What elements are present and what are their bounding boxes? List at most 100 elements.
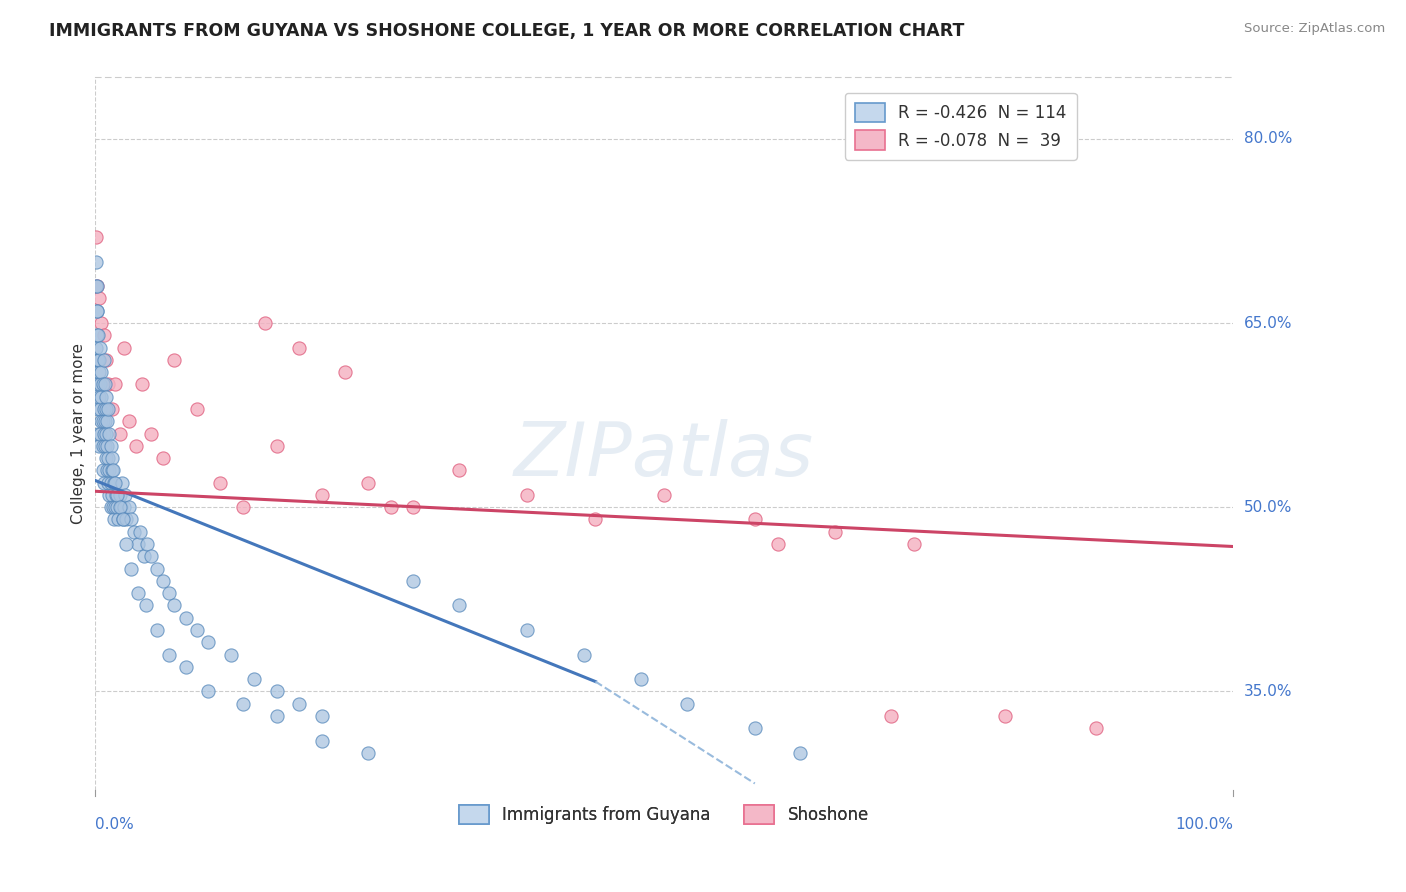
Point [100,500,122,515]
Point [89,426,111,441]
Point [880,709,903,723]
Point [94,401,117,416]
Point [174,611,197,625]
Point [311,488,333,502]
Point [94,439,117,453]
Point [266,439,288,453]
Point [97,451,120,466]
Point [84,254,107,268]
Point [89,341,111,355]
Point [98,426,121,441]
Point [243,672,266,686]
Point [744,721,766,735]
Point [135,599,157,613]
Point [84,377,107,392]
Point [197,684,219,698]
Point [100,488,122,502]
Text: 100.0%: 100.0% [1175,817,1233,832]
Point [91,377,114,392]
Point [357,746,380,760]
Text: ZIPatlas: ZIPatlas [513,419,814,491]
Point [103,475,125,490]
Point [136,537,159,551]
Point [675,697,697,711]
Point [86,303,108,318]
Text: IMMIGRANTS FROM GUYANA VS SHOSHONE COLLEGE, 1 YEAR OR MORE CORRELATION CHART: IMMIGRANTS FROM GUYANA VS SHOSHONE COLLE… [49,22,965,40]
Point [186,623,208,637]
Point [1085,721,1108,735]
Point [90,414,112,428]
Point [100,463,122,477]
Point [157,648,180,662]
Point [104,377,127,392]
Point [104,500,127,515]
Text: Source: ZipAtlas.com: Source: ZipAtlas.com [1244,22,1385,36]
Point [141,549,163,564]
Point [84,230,107,244]
Point [93,401,115,416]
Point [100,475,122,490]
Point [91,439,114,453]
Point [90,390,112,404]
Point [86,279,108,293]
Point [97,377,120,392]
Point [120,561,142,575]
Point [402,574,425,588]
Point [100,451,122,466]
Point [115,512,138,526]
Point [98,463,121,477]
Point [89,439,111,453]
Point [96,463,118,477]
Text: 65.0%: 65.0% [1244,316,1292,331]
Point [111,475,134,490]
Point [157,586,180,600]
Point [97,475,120,490]
Point [100,439,122,453]
Point [110,500,132,515]
Point [124,439,146,453]
Point [108,488,131,502]
Point [93,475,115,490]
Point [402,500,425,515]
Point [90,365,112,379]
Point [447,599,470,613]
Point [93,352,115,367]
Point [146,623,169,637]
Point [89,292,111,306]
Point [766,537,789,551]
Point [86,328,108,343]
Point [103,512,125,526]
Point [105,500,128,515]
Point [87,328,110,343]
Point [357,475,380,490]
Point [87,426,110,441]
Point [516,623,538,637]
Point [333,365,356,379]
Point [86,279,108,293]
Point [107,512,129,526]
Point [163,599,186,613]
Point [112,512,135,526]
Point [311,733,333,747]
Point [108,426,131,441]
Point [96,414,118,428]
Point [120,512,142,526]
Point [115,537,138,551]
Point [87,352,110,367]
Point [789,746,811,760]
Point [96,439,118,453]
Point [86,303,108,318]
Text: 0.0%: 0.0% [94,817,134,832]
Point [127,537,149,551]
Point [89,390,111,404]
Point [90,316,112,330]
Point [93,328,115,343]
Point [232,500,254,515]
Point [97,401,120,416]
Point [152,574,174,588]
Point [903,537,925,551]
Point [118,500,141,515]
Point [163,352,186,367]
Point [141,426,163,441]
Point [91,414,114,428]
